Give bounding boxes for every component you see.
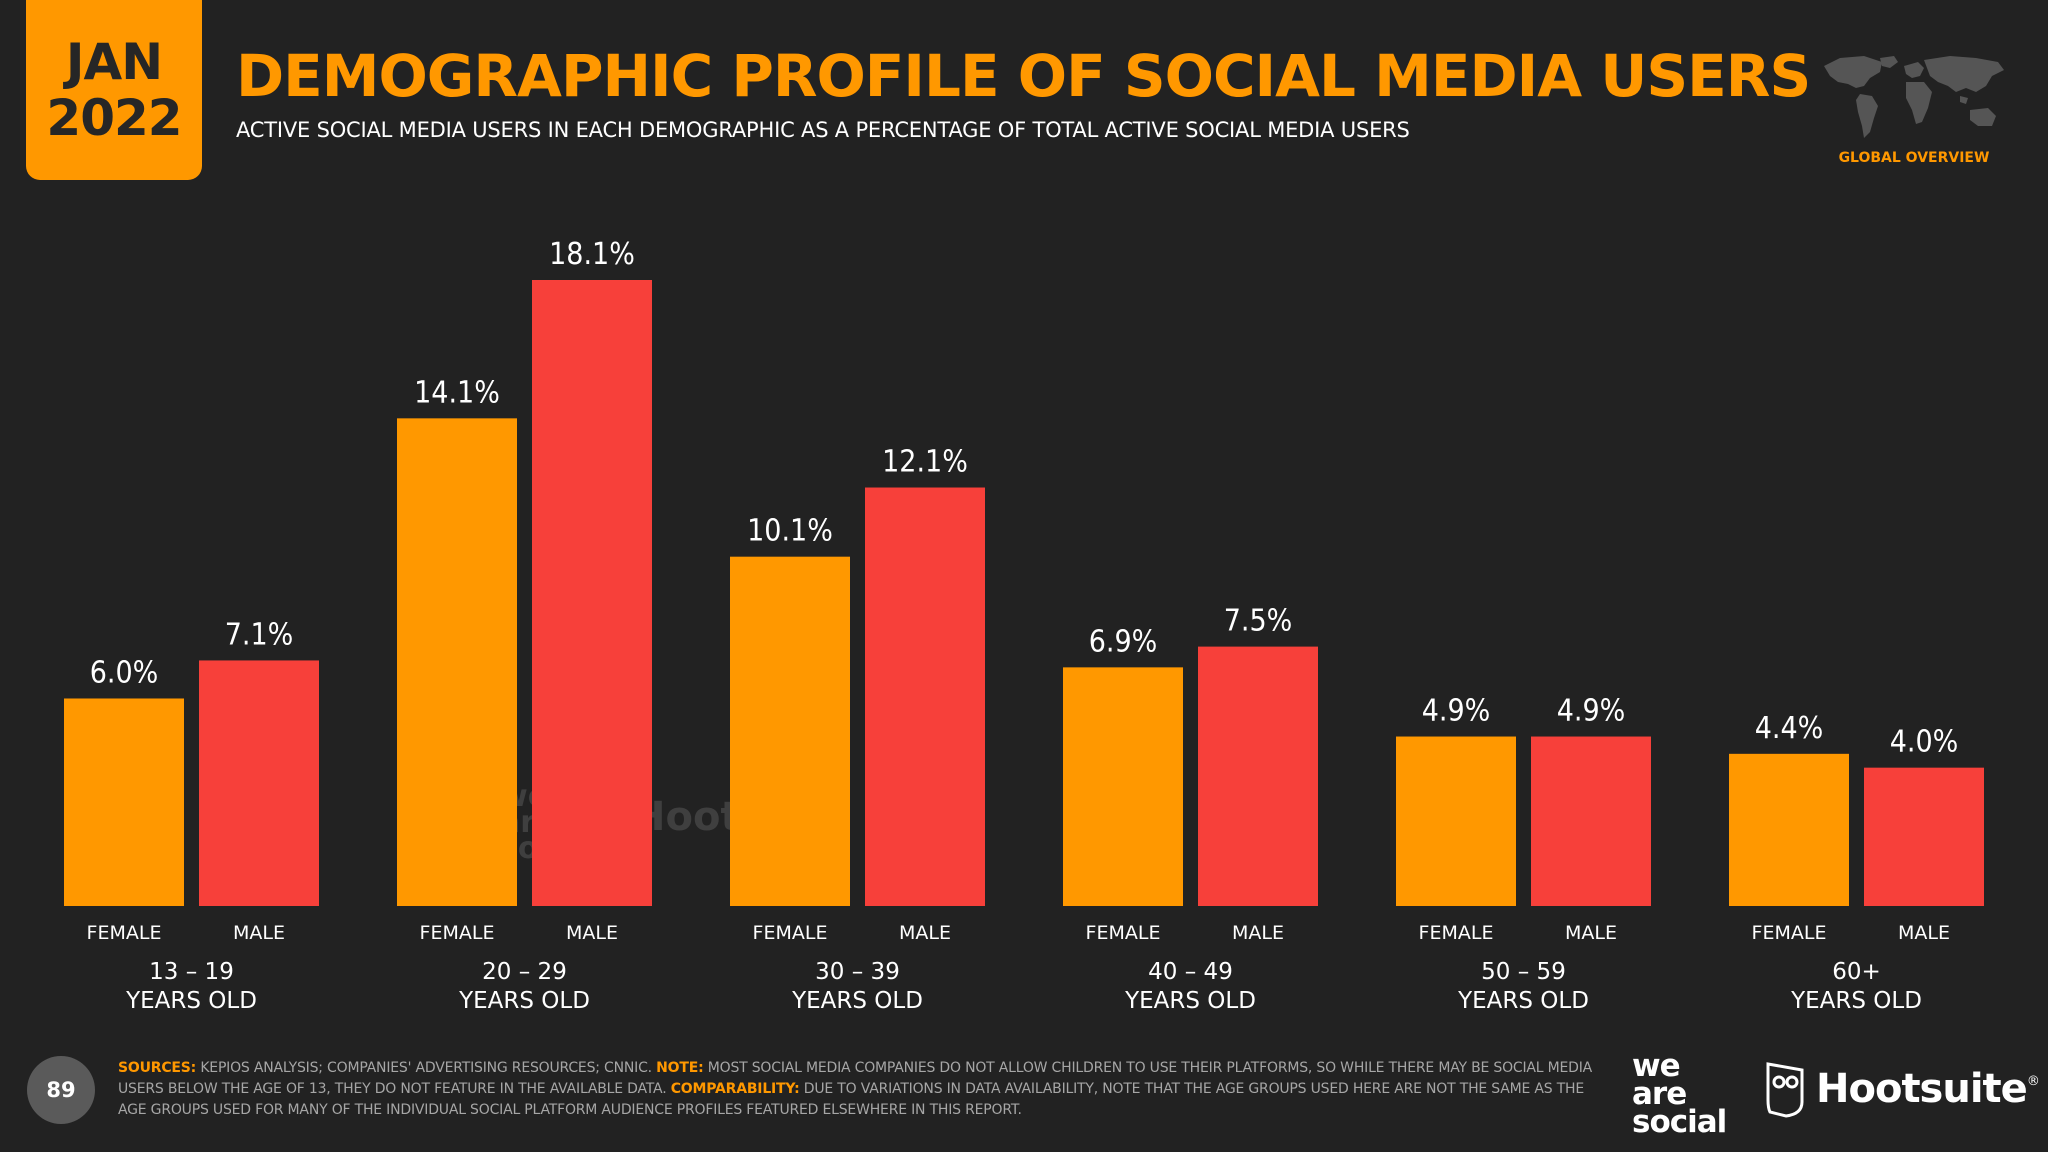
page-number: 89 [27, 1056, 95, 1124]
category-label-line1-3: 40 – 49 [1148, 959, 1233, 985]
category-label-line2-2: YEARS OLD [791, 988, 923, 1014]
series-label-female-3: FEMALE [1086, 922, 1161, 944]
category-label-line1-1: 20 – 29 [482, 959, 567, 985]
data-label-female-0: 6.0% [90, 655, 159, 690]
data-label-female-3: 6.9% [1089, 624, 1158, 659]
comparability-label: COMPARABILITY: [670, 1081, 800, 1097]
hootsuite-logo: Hootsuite ® [1764, 1060, 2040, 1118]
data-label-male-2: 12.1% [882, 445, 968, 480]
bar-chart: 6.0% FEMALE 7.1% MALE 13 – 19 YEARS OLD 14.1% F… [64, 237, 1984, 1014]
series-label-female-1: FEMALE [420, 922, 495, 944]
bar-male-0 [199, 660, 319, 906]
page-title: DEMOGRAPHIC PROFILE OF SOCIAL MEDIA USER… [236, 42, 1811, 110]
series-label-male-4: MALE [1565, 922, 1617, 944]
footer-notes: SOURCES: KEPIOS ANALYSIS; COMPANIES' ADV… [118, 1058, 1598, 1121]
bar-female-0 [64, 698, 184, 906]
bar-female-5 [1729, 753, 1849, 906]
series-label-female-0: FEMALE [87, 922, 162, 944]
category-label-line2-5: YEARS OLD [1790, 988, 1922, 1014]
series-label-male-0: MALE [233, 922, 285, 944]
bar-male-1 [532, 280, 652, 906]
section-label: GLOBAL OVERVIEW [1838, 150, 1990, 166]
category-label-line2-1: YEARS OLD [458, 988, 590, 1014]
series-label-female-2: FEMALE [753, 922, 828, 944]
note-text: MOST SOCIAL MEDIA COMPANIES DO NOT ALLOW… [118, 1060, 1593, 1097]
bar-female-4 [1396, 736, 1516, 906]
data-label-female-4: 4.9% [1422, 694, 1491, 729]
series-label-male-2: MALE [899, 922, 951, 944]
data-label-female-5: 4.4% [1755, 711, 1824, 746]
bar-male-2 [865, 487, 985, 906]
date-month: JAN [65, 33, 163, 91]
category-label-line1-4: 50 – 59 [1481, 959, 1566, 985]
registered-mark: ® [2026, 1073, 2040, 1089]
note-label: NOTE: [656, 1060, 704, 1076]
data-label-male-3: 7.5% [1224, 604, 1293, 639]
category-label-line2-4: YEARS OLD [1457, 988, 1589, 1014]
category-label-line1-2: 30 – 39 [815, 959, 900, 985]
category-label-line2-0: YEARS OLD [125, 988, 257, 1014]
data-label-male-5: 4.0% [1890, 725, 1959, 760]
bar-female-3 [1063, 667, 1183, 906]
comparability-text: DUE TO VARIATIONS IN DATA AVAILABILITY, … [118, 1081, 1585, 1118]
bar-male-4 [1531, 736, 1651, 906]
sources-text: KEPIOS ANALYSIS; COMPANIES' ADVERTISING … [196, 1060, 657, 1076]
date-year: 2022 [46, 89, 182, 147]
series-label-male-5: MALE [1898, 922, 1950, 944]
bar-male-5 [1864, 767, 1984, 906]
hootsuite-wordmark: Hootsuite [1816, 1066, 2028, 1112]
series-label-female-4: FEMALE [1419, 922, 1494, 944]
series-label-female-5: FEMALE [1752, 922, 1827, 944]
data-label-female-2: 10.1% [747, 514, 833, 549]
series-label-male-3: MALE [1232, 922, 1284, 944]
data-label-female-1: 14.1% [414, 375, 500, 410]
bar-female-2 [730, 556, 850, 906]
page-subtitle: ACTIVE SOCIAL MEDIA USERS IN EACH DEMOGR… [236, 118, 1410, 142]
bar-female-1 [397, 418, 517, 906]
we-are-social-logo: we are social [1632, 1048, 1727, 1140]
category-label-line1-5: 60+ [1832, 959, 1881, 985]
data-label-male-4: 4.9% [1557, 694, 1626, 729]
world-map-icon [1824, 56, 2004, 138]
bar-male-3 [1198, 646, 1318, 906]
sources-label: SOURCES: [118, 1060, 197, 1076]
date-badge: JAN 2022 [26, 0, 202, 180]
data-label-male-0: 7.1% [225, 617, 294, 652]
owl-icon [1766, 1062, 1804, 1118]
category-label-line2-3: YEARS OLD [1124, 988, 1256, 1014]
series-label-male-1: MALE [566, 922, 618, 944]
category-label-line1-0: 13 – 19 [149, 959, 234, 985]
data-label-male-1: 18.1% [549, 237, 635, 272]
